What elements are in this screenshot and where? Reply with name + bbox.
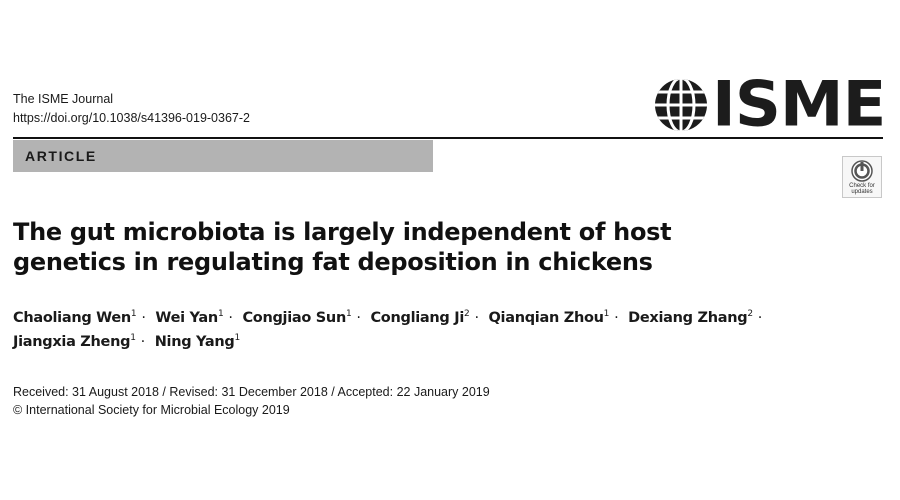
author-affiliation: 1 [234,333,241,343]
author-separator: · [356,310,361,326]
author-entry[interactable]: Ning Yang1 [154,333,241,351]
author-entry[interactable]: Congliang Ji2 · [370,309,483,327]
author-separator: · [474,310,479,326]
author-separator: · [757,310,763,326]
journal-info: The ISME Journal https://doi.org/10.1038… [13,90,250,128]
author-separator: · [228,310,233,326]
author-name[interactable]: Congliang Ji [370,310,465,326]
logo-text: ISME [712,68,886,142]
author-affiliation: 2 [747,309,753,319]
author-name[interactable]: Chaoliang Wen [13,310,131,326]
article-title: The gut microbiota is largely independen… [13,218,672,276]
check-for-updates-button[interactable]: Check for updates [842,156,882,198]
publication-dates: Received: 31 August 2018 / Revised: 31 D… [13,383,490,419]
author-separator: · [614,310,619,326]
doi-link[interactable]: https://doi.org/10.1038/s41396-019-0367-… [13,111,250,125]
check-for-updates-line1: Check for [849,183,875,189]
author-name[interactable]: Qianqian Zhou [488,310,604,326]
author-affiliation: 1 [217,309,224,319]
author-name[interactable]: Jiangxia Zheng [13,334,131,350]
author-affiliation: 1 [603,309,610,319]
author-entry[interactable]: Qianqian Zhou1 · [488,309,624,327]
isme-logo: ISME [654,68,886,142]
globe-icon [655,79,707,131]
check-for-updates-line2: updates [851,189,873,195]
header-rule [13,137,883,139]
author-name[interactable]: Dexiang Zhang [628,310,748,326]
author-entry[interactable]: Wei Yan1 · [155,309,237,327]
check-for-updates-label: Check for updates [849,183,875,195]
author-separator: · [140,334,146,350]
author-separator: · [141,310,146,326]
author-list: Chaoliang Wen1 · Wei Yan1 · Congjiao Sun1 ·… [13,306,893,354]
author-entry[interactable]: Dexiang Zhang2 · [628,309,767,327]
author-affiliation: 1 [130,309,137,319]
author-name[interactable]: Ning Yang [154,334,235,350]
copyright-line: © International Society for Microbial Ec… [13,403,290,417]
author-name[interactable]: Congjiao Sun [242,310,346,326]
history-dates: Received: 31 August 2018 / Revised: 31 D… [13,385,490,399]
author-entry[interactable]: Chaoliang Wen1 · [13,309,151,327]
author-affiliation: 1 [345,309,352,319]
author-affiliation: 1 [130,333,136,343]
article-type-bar: ARTICLE [13,140,433,172]
article-type-label: ARTICLE [25,148,97,164]
author-entry[interactable]: Jiangxia Zheng1 · [13,333,150,351]
author-entry[interactable]: Congjiao Sun1 · [242,309,365,327]
check-for-updates-icon [851,160,873,182]
author-affiliation: 2 [464,309,470,319]
author-name[interactable]: Wei Yan [155,310,218,326]
journal-name: The ISME Journal [13,92,114,106]
